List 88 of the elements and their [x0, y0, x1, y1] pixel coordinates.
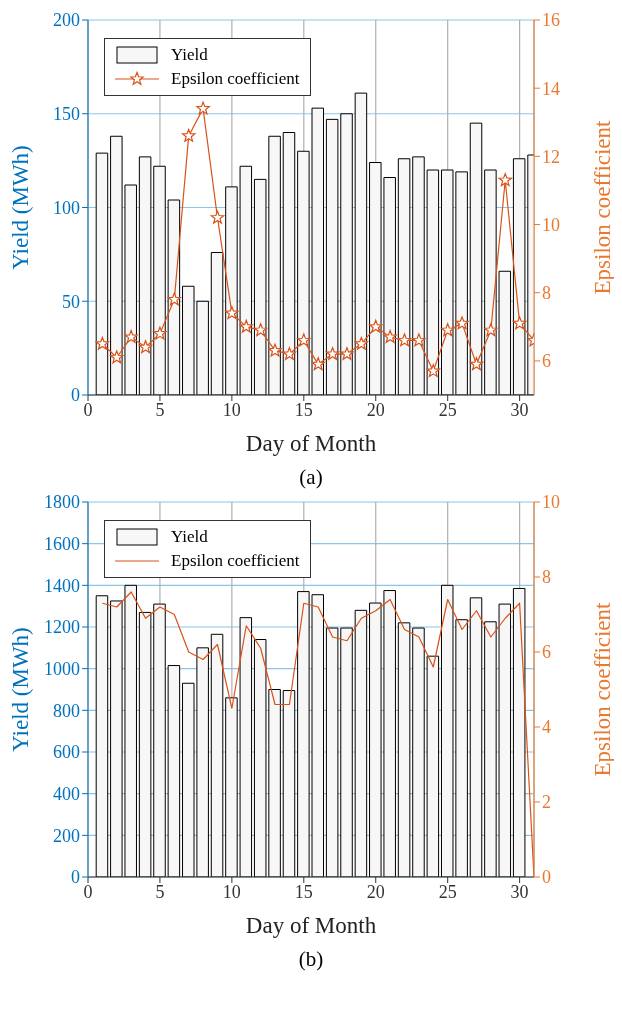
y-tick-label: 0 [71, 867, 80, 888]
point [484, 323, 498, 337]
y-tick-label: 1600 [44, 534, 80, 555]
y2-tick-label: 6 [542, 351, 551, 372]
point [311, 357, 325, 371]
point [325, 346, 340, 360]
x-tick-label: 5 [155, 399, 165, 420]
point [210, 210, 225, 224]
point [124, 329, 138, 343]
y2-tick-label: 8 [542, 283, 551, 304]
legend-label: Epsilon coefficient [171, 68, 300, 90]
y2-tick-label: 0 [542, 867, 551, 888]
y2-tick-label: 10 [542, 492, 560, 513]
y-tick-label: 1400 [44, 575, 80, 596]
bar [469, 597, 483, 877]
x-tick-label: 30 [510, 399, 529, 420]
y-tick-label: 150 [53, 104, 80, 125]
text: (a) [298, 465, 324, 490]
point [412, 333, 426, 347]
y2-tick-label: 10 [542, 214, 560, 235]
point [354, 336, 369, 350]
y-tick-label: 1800 [44, 492, 80, 513]
y-tick-label: 400 [53, 784, 80, 805]
bar [95, 595, 109, 877]
point [282, 346, 297, 360]
x-tick-label: 5 [155, 881, 165, 902]
y-tick-label: 0 [71, 385, 80, 406]
bar [397, 622, 411, 877]
x-tick-label: 25 [438, 881, 457, 902]
x-tick-label: 10 [222, 881, 241, 902]
y2-tick-label: 2 [542, 792, 551, 813]
bar [282, 690, 296, 877]
point [340, 346, 354, 360]
y2-tick-label: 16 [542, 10, 560, 31]
y-tick-label: 200 [53, 825, 80, 846]
point [253, 323, 268, 337]
legend-label: Yield [171, 44, 208, 66]
y2-tick-label: 14 [542, 78, 560, 99]
bar [210, 252, 224, 395]
x-tick-label: 20 [366, 881, 385, 902]
y2-tick-label: 6 [542, 642, 551, 663]
bar [512, 587, 526, 877]
legend-label: Yield [171, 526, 208, 548]
y2-tick-label: 8 [542, 567, 551, 588]
point [167, 292, 182, 306]
point [397, 333, 412, 347]
x-axis-title: Day of Month [245, 913, 377, 938]
point [426, 364, 441, 377]
point [109, 350, 124, 364]
bar [354, 609, 368, 877]
y-tick-label: 1000 [44, 659, 80, 680]
point [225, 306, 239, 320]
y-tick-label: 1200 [44, 617, 80, 638]
point [153, 326, 167, 340]
y2-tick-label: 4 [542, 717, 551, 738]
legend-label: Epsilon coefficient [171, 550, 300, 572]
y-tick-label: 600 [53, 742, 80, 763]
point [383, 329, 397, 343]
bar [210, 633, 224, 877]
point [440, 323, 455, 337]
point [297, 333, 311, 347]
x-tick-label: 20 [366, 399, 385, 420]
y-tick-label: 100 [53, 197, 80, 218]
text: (b) [297, 947, 325, 972]
point [239, 319, 254, 333]
y-tick-label: 800 [53, 700, 80, 721]
x-axis-title: Day of Month [245, 431, 377, 456]
point [498, 173, 513, 187]
y2-tick-label: 12 [542, 146, 560, 167]
point [368, 319, 383, 333]
point [455, 316, 469, 330]
x-tick-label: 10 [222, 399, 241, 420]
point [196, 101, 210, 115]
y-axis-title: Yield (MWh) [8, 627, 34, 752]
bar [95, 152, 109, 395]
point [181, 128, 196, 142]
x-tick-label: 25 [438, 399, 457, 420]
x-tick-label: 30 [510, 881, 529, 902]
point [268, 343, 282, 357]
y-tick-label: 200 [53, 10, 80, 31]
point [138, 340, 153, 354]
point [512, 316, 527, 330]
x-tick-label: 15 [294, 399, 313, 420]
y-tick-label: 50 [62, 291, 80, 312]
point [95, 336, 110, 350]
y-axis-title: Yield (MWh) [8, 145, 34, 270]
point [469, 357, 484, 371]
x-tick-label: 15 [294, 881, 313, 902]
